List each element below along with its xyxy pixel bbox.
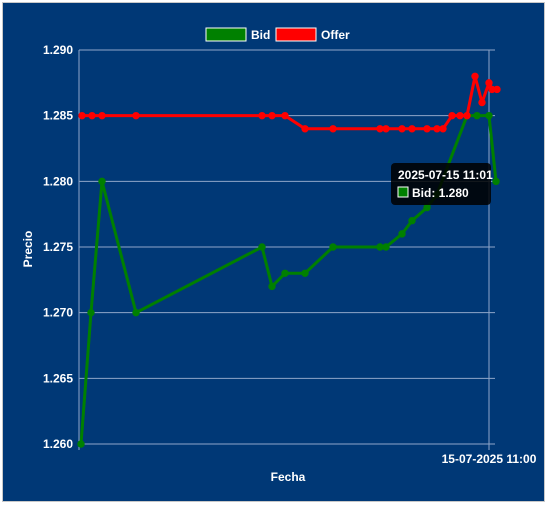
data-point-offer [448,111,456,120]
data-point-offer [281,111,289,120]
data-point-offer [433,125,441,133]
data-point-offer [408,125,416,133]
grid-lines [78,49,495,450]
data-point-offer [132,111,140,120]
data-point-offer [423,125,431,133]
data-point-bid [281,269,289,277]
tooltip: 2025-07-15 11:01 Bid: 1.280 [391,163,493,205]
data-point-offer [329,125,337,133]
data-point-offer [268,111,276,120]
legend-swatch-offer[interactable] [275,27,317,42]
data-point-bid [98,177,106,186]
data-point-bid [376,243,384,251]
data-point-offer [382,125,390,133]
chart-container: 1.260 1.265 1.270 1.275 1.280 1.285 1.290 15-0… [2,2,545,502]
data-point-offer [78,111,86,120]
data-point-offer [88,111,96,120]
legend[interactable]: Bid Offer [205,27,350,42]
data-point-bid [329,243,337,251]
data-point-bid [132,308,140,317]
y-tick-labels: 1.260 1.265 1.270 1.275 1.280 1.285 1.290 [43,43,73,451]
tooltip-background [391,163,491,205]
data-point-offer [398,125,406,133]
x-tick-label: 15-07-2025 11:00 [442,452,537,466]
data-point-offer [376,125,384,133]
data-point-bid [423,203,431,212]
data-point-bid [382,243,390,251]
y-tick-label: 1.265 [43,371,73,385]
tooltip-color-swatch [397,186,409,198]
y-tick-label: 1.275 [43,240,73,254]
data-point-offer [258,111,266,120]
data-point-bid [301,269,309,277]
data-point-bid [408,217,416,225]
data-point-bid [473,111,481,120]
data-point-offer [439,125,447,133]
y-axis-title: Precio [21,231,35,268]
tooltip-label: Bid: 1.280 [412,186,469,200]
data-point-offer [98,111,106,120]
y-tick-label: 1.280 [43,174,73,188]
series-group [77,72,501,448]
y-tick-label: 1.260 [43,437,73,451]
series-offer [78,72,501,133]
x-axis-title: Fecha [271,470,306,484]
data-point-bid [398,230,406,238]
data-point-offer [478,98,486,107]
series-bid [77,111,500,448]
data-point-offer [493,85,501,94]
data-point-offer [301,125,309,133]
data-point-bid [485,111,493,120]
data-point-offer [456,111,464,120]
legend-label-bid[interactable]: Bid [251,28,270,42]
data-point-bid [87,308,95,317]
data-point-bid [492,177,500,186]
y-tick-label: 1.290 [43,43,73,57]
data-point-offer [463,111,471,120]
data-point-offer [485,79,493,87]
data-point-bid [258,243,266,251]
y-tick-label: 1.270 [43,306,73,320]
legend-swatch-bid[interactable] [205,27,247,42]
y-tick-label: 1.285 [43,109,73,123]
data-point-bid [77,440,85,448]
tooltip-title: 2025-07-15 11:01 [398,168,493,182]
line-chart: 1.260 1.265 1.270 1.275 1.280 1.285 1.290 15-0… [21,27,537,484]
legend-label-offer[interactable]: Offer [321,28,350,42]
data-point-bid [268,282,276,291]
series-line-offer [82,74,497,131]
data-point-offer [471,72,479,80]
